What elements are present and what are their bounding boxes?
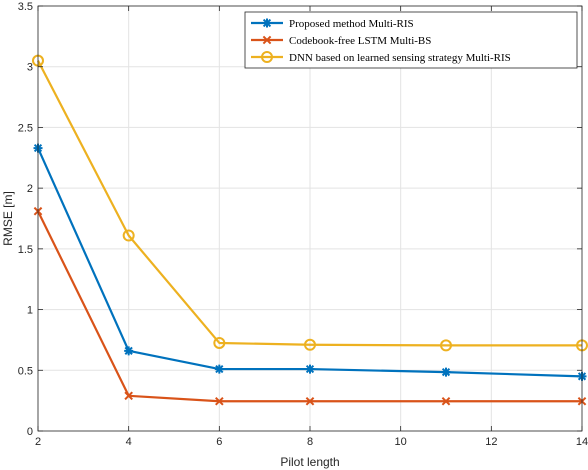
x-marker bbox=[215, 396, 224, 406]
data-point bbox=[215, 396, 224, 406]
x-marker bbox=[305, 396, 315, 406]
x-marker bbox=[124, 391, 133, 401]
y-tick-label: 3 bbox=[27, 62, 33, 74]
series-lines bbox=[36, 60, 583, 403]
data-point bbox=[122, 229, 135, 242]
data-point bbox=[305, 396, 315, 406]
x-marker bbox=[262, 35, 272, 45]
x-tick-labels: 2 4 6 8 10 12 14 bbox=[35, 436, 588, 448]
y-tick-label: 1 bbox=[27, 305, 33, 317]
data-point bbox=[441, 396, 451, 406]
y-tick-label: 2 bbox=[27, 183, 33, 195]
asterisk-marker bbox=[305, 364, 315, 374]
x-marker bbox=[441, 396, 451, 406]
y-axis-label: RMSE [m] bbox=[1, 191, 15, 246]
axis-ticks bbox=[37, 5, 583, 432]
circle-marker bbox=[261, 51, 273, 63]
data-point bbox=[262, 35, 272, 45]
y-tick-label: 0.5 bbox=[18, 365, 33, 377]
x-tick-label: 6 bbox=[216, 436, 222, 448]
x-axis-label: Pilot length bbox=[280, 455, 339, 469]
legend-entry: Codebook-free LSTM Multi-BS bbox=[251, 35, 431, 47]
legend-box bbox=[244, 11, 578, 69]
x-tick-label: 12 bbox=[485, 436, 497, 448]
legend-entry: DNN based on learned sensing strategy Mu… bbox=[251, 51, 511, 64]
circle-marker bbox=[440, 339, 452, 352]
legend: Proposed method Multi-RIS Codebook-free L… bbox=[244, 11, 578, 69]
series-line bbox=[36, 147, 583, 378]
x-tick-label: 10 bbox=[395, 436, 407, 448]
series-line bbox=[37, 60, 582, 347]
asterisk-marker bbox=[441, 367, 451, 377]
data-point bbox=[441, 367, 451, 377]
data-point bbox=[305, 364, 315, 374]
asterisk-marker bbox=[262, 18, 272, 28]
y-tick-label: 0 bbox=[27, 426, 33, 438]
y-tick-label: 3.5 bbox=[18, 1, 33, 13]
data-point bbox=[261, 51, 273, 63]
legend-label: Codebook-free LSTM Multi-BS bbox=[289, 35, 431, 47]
legend-label: DNN based on learned sensing strategy Mu… bbox=[289, 52, 511, 64]
data-point bbox=[124, 391, 133, 401]
asterisk-marker bbox=[124, 346, 134, 356]
data-point bbox=[440, 339, 452, 352]
legend-entry: Proposed method Multi-RIS bbox=[251, 18, 414, 30]
data-point bbox=[214, 364, 224, 374]
x-tick-label: 2 bbox=[35, 436, 41, 448]
circle-marker bbox=[304, 338, 316, 351]
y-tick-label: 2.5 bbox=[18, 122, 33, 134]
data-point bbox=[304, 338, 316, 351]
x-tick-label: 8 bbox=[307, 436, 313, 448]
asterisk-marker bbox=[214, 364, 224, 374]
circle-marker bbox=[122, 229, 135, 242]
x-tick-label: 14 bbox=[576, 436, 588, 448]
y-tick-labels: 0 0.5 1 1.5 2 2.5 3 3.5 bbox=[18, 1, 33, 438]
y-tick-label: 1.5 bbox=[18, 244, 33, 256]
circle-marker bbox=[213, 336, 226, 349]
data-point bbox=[213, 336, 226, 349]
data-point bbox=[262, 18, 272, 28]
x-tick-label: 4 bbox=[126, 436, 132, 448]
legend-label: Proposed method Multi-RIS bbox=[289, 18, 414, 30]
data-point bbox=[124, 346, 134, 356]
series-line bbox=[37, 210, 582, 403]
